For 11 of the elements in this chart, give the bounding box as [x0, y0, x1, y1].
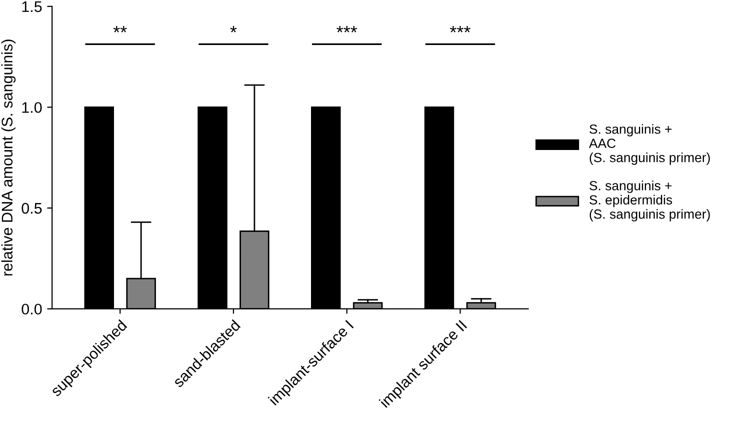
y-tick-label: 0.0	[22, 304, 42, 315]
legend-label: S. sanguinis + S. epidermidis (S. sanguinis primer)	[590, 180, 710, 222]
annotation: **	[113, 26, 127, 32]
annotation: *	[230, 26, 237, 32]
y-axis-title: relative DNA amount (S. sanguinis)	[1, 40, 16, 276]
annotation: ***	[336, 26, 358, 32]
y-tick-label: 1.0	[22, 102, 42, 113]
legend-label: S. sanguinis + AAC (S. sanguinis primer)	[588, 124, 710, 165]
annotation: ***	[450, 26, 470, 32]
y-tick-label: 0.5	[22, 202, 42, 214]
y-tick-label: 1.5	[22, 1, 42, 12]
